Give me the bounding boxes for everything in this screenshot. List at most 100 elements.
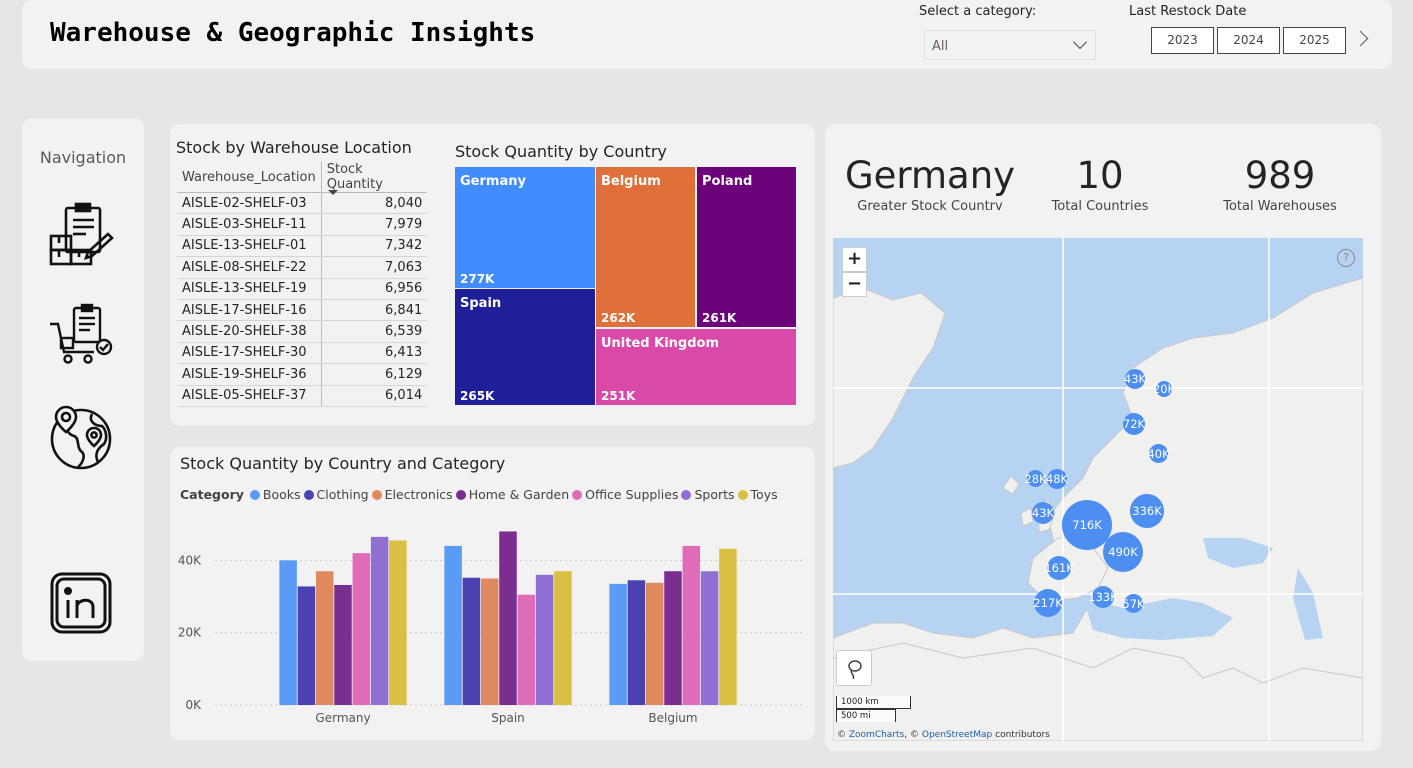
map-bubble[interactable]: 40K [1147,444,1170,463]
zoom-out-button[interactable]: − [842,272,867,297]
treemap-cell-united-kingdom[interactable]: United Kingdom 251K [596,329,796,405]
table-row[interactable]: AISLE-03-SHELF-11 7,979 [177,213,428,236]
map-bubble[interactable]: 133K [1088,586,1118,608]
legend-item[interactable]: Office Supplies [572,487,678,502]
bar[interactable] [682,545,701,705]
kpi-total-countries: 10 Total Countries [1030,154,1170,214]
zoomcharts-link[interactable]: ZoomCharts [848,730,905,740]
bar[interactable] [315,571,334,705]
legend-item[interactable]: Sports [681,487,735,502]
treemap-cell-poland[interactable]: Poland 261K [697,167,796,327]
cell-location: AISLE-17-SHELF-16 [177,299,322,322]
legend-swatch [303,489,314,500]
legend-item[interactable]: Clothing [303,487,369,502]
map-bubble[interactable]: 490K [1103,532,1143,572]
cell-quantity: 7,342 [320,235,428,258]
legend-swatch [737,489,748,500]
zoom-in-button[interactable]: + [842,247,867,272]
map-bubble[interactable]: 28K [1024,470,1047,487]
bar[interactable] [279,560,297,705]
table-row[interactable]: AISLE-17-SHELF-30 6,413 [177,342,428,365]
cell-quantity: 6,539 [320,320,428,343]
map-bubble[interactable]: 48K [1046,469,1068,489]
year-2023-button[interactable]: 2023 [1151,27,1214,54]
legend-swatch [249,489,260,500]
treemap-cell-name: Spain [460,296,502,311]
bar[interactable] [297,586,316,705]
table-row[interactable]: AISLE-08-SHELF-22 7,063 [177,256,428,279]
treemap-cell-belgium[interactable]: Belgium 262K [596,167,695,327]
column-header-location[interactable]: Warehouse_Location [177,162,322,193]
column-header-quantity[interactable]: Stock Quantity [320,162,428,195]
table-row[interactable]: AISLE-19-SHELF-36 6,129 [177,363,428,386]
linkedin-icon[interactable] [48,570,114,636]
bar[interactable] [370,536,389,705]
cell-quantity: 6,129 [320,363,428,386]
bar[interactable] [352,553,371,705]
category-dropdown[interactable]: All [924,30,1096,60]
treemap-cell-value: 277K [460,272,495,286]
map-bubble[interactable]: 20K [1152,381,1176,397]
cell-location: AISLE-08-SHELF-22 [177,256,322,279]
table-row[interactable]: AISLE-02-SHELF-03 8,040 [177,192,428,215]
table-row[interactable]: AISLE-17-SHELF-16 6,841 [177,299,428,322]
legend-item[interactable]: Home & Garden [455,487,569,502]
bar[interactable] [480,578,499,705]
header-bar: Warehouse & Geographic Insights Select a… [22,0,1392,69]
map-bubble[interactable]: 161K [1044,556,1074,580]
openstreetmap-link[interactable]: OpenStreetMap [921,730,993,740]
map-bubble[interactable]: 217K [1033,589,1063,617]
bar[interactable] [389,540,407,706]
bar[interactable] [554,571,572,705]
bar[interactable] [444,545,462,705]
table-row[interactable]: AISLE-20-SHELF-38 6,539 [177,320,428,343]
table-row[interactable]: AISLE-13-SHELF-01 7,342 [177,235,428,258]
bar[interactable] [334,584,352,705]
globe-map-icon[interactable] [48,404,114,470]
bar[interactable] [645,582,664,705]
bar[interactable] [719,548,737,705]
map-bubble[interactable]: 72K [1123,413,1145,435]
inventory-icon[interactable] [48,202,114,268]
treemap-cell-name: Poland [702,174,753,189]
map-bubble[interactable]: 336K [1130,494,1164,528]
map-bubble[interactable]: 43K [1032,502,1054,524]
map-bubble[interactable]: 57K [1122,594,1145,613]
treemap-cell-name: United Kingdom [601,336,720,351]
legend-label: Toys [750,487,778,502]
chevron-down-icon [1072,34,1088,50]
lasso-select-button[interactable] [836,650,872,686]
bar[interactable] [517,594,536,705]
delivery-cart-icon[interactable] [48,302,114,368]
legend-item[interactable]: Electronics [371,487,453,502]
bar-chart-plot: 0K 20K 40K Germany Spain Belgium [178,531,802,725]
legend-swatch [681,489,692,500]
legend-item[interactable]: Books [249,487,301,502]
bar[interactable] [664,571,682,705]
year-2024-button[interactable]: 2024 [1217,27,1280,54]
cell-quantity: 7,063 [320,256,428,279]
stock-overview-card: Stock by Warehouse Location Warehouse_Lo… [170,124,815,426]
bar[interactable] [627,580,646,705]
help-icon[interactable]: ? [1337,249,1355,267]
treemap-cell-spain[interactable]: Spain 265K [455,289,595,405]
treemap-cell-germany[interactable]: Germany 277K [455,167,595,288]
geo-map-card: Germany Greater Stock Countrv 10 Total C… [825,124,1381,751]
bar[interactable] [609,583,627,705]
bar[interactable] [499,531,517,705]
year-2025-button[interactable]: 2025 [1283,27,1346,54]
map-bubble[interactable]: 716K [1062,500,1112,550]
legend-title: Category [180,487,244,502]
bar[interactable] [462,577,481,705]
bar[interactable] [700,571,719,705]
legend-item[interactable]: Toys [737,487,778,502]
chevron-right-icon[interactable] [1352,30,1369,47]
cell-location: AISLE-02-SHELF-03 [177,192,322,215]
table-row[interactable]: AISLE-05-SHELF-37 6,014 [177,385,428,407]
kpi-label: Total Countries [1051,199,1149,214]
table-row[interactable]: AISLE-13-SHELF-19 6,956 [177,278,428,300]
map-bubble[interactable]: 43K [1124,369,1146,389]
bar[interactable] [535,574,554,705]
europe-map[interactable]: + − ? 43K 20K 72K 40K 28K 48K 43K 716K 3… [833,238,1363,741]
category-filter-label: Select a category: [919,4,1037,19]
